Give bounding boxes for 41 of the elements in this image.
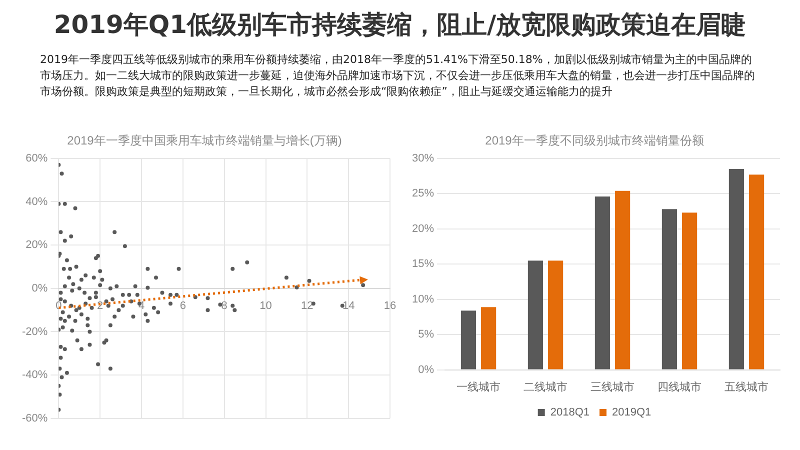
- x-tick-label: 五线城市: [724, 380, 768, 394]
- y-tick-label: -20%: [22, 326, 48, 338]
- bar: [682, 212, 698, 370]
- x-tick-label: 2: [97, 300, 104, 312]
- y-tick-label: 5%: [418, 328, 434, 341]
- bar: [548, 260, 564, 370]
- legend-label: 2018Q1: [550, 406, 590, 419]
- y-tick-label: 0%: [32, 282, 48, 294]
- x-tick-label: 四线城市: [658, 380, 702, 394]
- y-tick-label: 20%: [412, 222, 434, 235]
- x-tick-label: 三线城市: [590, 380, 635, 394]
- y-tick-label: 10%: [412, 293, 434, 306]
- y-tick-label: 30%: [412, 152, 434, 164]
- x-tick-label: 一线城市: [456, 380, 501, 394]
- bar: [615, 190, 630, 370]
- y-tick-label: 25%: [412, 188, 434, 200]
- x-tick-label: 14: [342, 300, 355, 312]
- chart-title: 2019年一季度中国乘用车城市终端销量与增长(万辆): [67, 134, 342, 148]
- text: 2019年Q1低级别车市持续萎缩，阻止/放宽限购政策迫在眉睫: [52, 9, 748, 41]
- y-tick-label: 60%: [26, 152, 48, 164]
- bar: [662, 209, 677, 370]
- legend-label: 2019Q1: [612, 406, 652, 419]
- chart-title: 2019年一季度不同级别城市终端销量份额: [485, 134, 704, 148]
- bar: [749, 174, 764, 370]
- y-tick-label: -40%: [22, 369, 48, 382]
- y-tick-label: 0%: [418, 364, 434, 376]
- y-tick-label: 40%: [26, 196, 48, 208]
- y-tick-label: -60%: [22, 412, 48, 424]
- x-tick-label: 二线城市: [524, 380, 568, 394]
- x-tick-label: 6: [180, 300, 186, 312]
- bar: [728, 168, 744, 370]
- text: 2019年一季度四五线等低级别城市的乘用车份额持续萎缩，由2018年一季度的51.41%下滑至50.18%，加剧以低级别城市销量为主的中国品牌的市场压力。如一二线大城市的限购政策进一步蔓延，迫使海外品牌加速市场下沉，不仅会进一步压低乘用车大盘的销量，也会进一步打压中国品牌的市场份额。限购政策是典型的短期政策，一旦长期化，城市必然会形成“限购依赖症”，阻止与延缓交通运输能力的提升: [40, 52, 756, 100]
- x-tick-label: 8: [221, 300, 228, 312]
- bar: [594, 196, 610, 370]
- y-tick-label: 20%: [26, 239, 48, 252]
- bar: [528, 260, 543, 370]
- bar: [481, 307, 496, 370]
- y-tick-label: 15%: [412, 258, 434, 270]
- x-tick-label: 16: [384, 300, 396, 312]
- x-tick-label: 10: [260, 300, 272, 312]
- bar: [460, 310, 476, 370]
